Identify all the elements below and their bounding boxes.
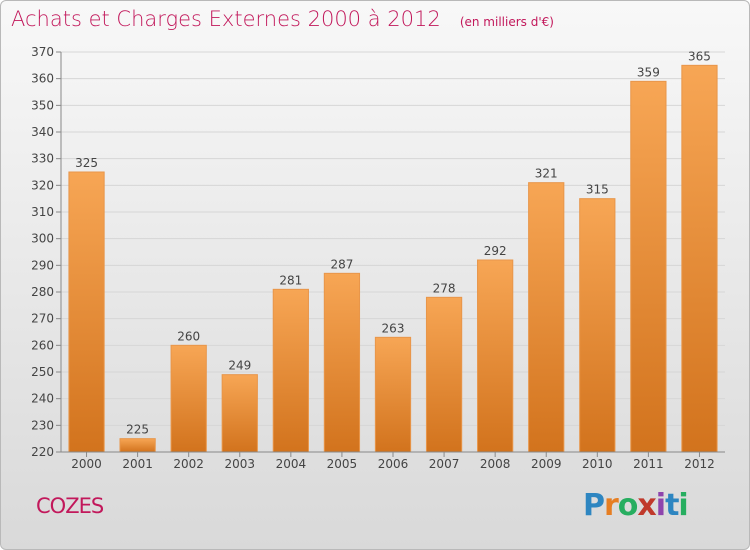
- data-label-2000: 325: [75, 156, 98, 170]
- x-tick-label-2009: 2009: [531, 457, 562, 471]
- data-label-2012: 365: [688, 49, 711, 63]
- y-tick-label: 350: [31, 98, 54, 112]
- y-tick-label: 220: [31, 445, 54, 459]
- y-tick-label: 280: [31, 285, 54, 299]
- x-tick-label-2002: 2002: [173, 457, 204, 471]
- x-tick-label-2010: 2010: [582, 457, 613, 471]
- y-tick-label: 270: [31, 312, 54, 326]
- x-tick-label-2008: 2008: [480, 457, 511, 471]
- data-label-2004: 281: [279, 273, 302, 287]
- bar-2000[interactable]: [68, 171, 105, 453]
- y-tick-label: 370: [31, 45, 54, 59]
- x-tick-label-2006: 2006: [378, 457, 409, 471]
- data-label-2009: 321: [535, 167, 558, 181]
- bar-2006[interactable]: [374, 336, 412, 453]
- bar-2010[interactable]: [579, 198, 616, 453]
- data-label-2001: 225: [126, 423, 149, 437]
- y-tick-label: 360: [31, 72, 54, 86]
- bar-2009[interactable]: [528, 182, 565, 453]
- x-tick-label-2012: 2012: [684, 457, 715, 471]
- y-tick-label: 250: [31, 365, 54, 379]
- bar-2001[interactable]: [119, 438, 156, 453]
- bar-2002[interactable]: [170, 344, 207, 453]
- bar-2005[interactable]: [323, 272, 361, 453]
- logo-letter: i: [655, 488, 666, 523]
- y-tick-label: 300: [31, 232, 54, 246]
- logo-letter: x: [637, 488, 656, 523]
- x-tick-label-2011: 2011: [633, 457, 664, 471]
- data-label-2008: 292: [484, 244, 507, 258]
- bar-2003[interactable]: [221, 374, 258, 453]
- logo-letter: P: [583, 488, 605, 523]
- bar-2007[interactable]: [425, 296, 463, 453]
- bar-2008[interactable]: [477, 259, 514, 453]
- y-tick-label: 230: [31, 418, 54, 432]
- logo-letter: r: [604, 488, 619, 523]
- bar-2011[interactable]: [630, 80, 667, 453]
- data-label-2006: 263: [382, 321, 405, 335]
- x-tick-label-2004: 2004: [276, 457, 307, 471]
- bars: [68, 64, 718, 453]
- x-tick-label-2003: 2003: [224, 457, 255, 471]
- bar-2004[interactable]: [272, 288, 309, 453]
- data-label-2010: 315: [586, 183, 609, 197]
- data-label-2003: 249: [228, 359, 251, 373]
- data-label-2002: 260: [177, 329, 200, 343]
- y-tick-label: 330: [31, 152, 54, 166]
- town-name: COZES: [36, 494, 104, 518]
- logo-letter: t: [665, 488, 679, 523]
- proxiti-logo[interactable]: Proxiti: [583, 488, 689, 523]
- y-tick-label: 260: [31, 338, 54, 352]
- chart-title: Achats et Charges Externes 2000 à 2012: [11, 7, 441, 31]
- bar-2012[interactable]: [681, 64, 718, 453]
- title-row: Achats et Charges Externes 2000 à 2012 (…: [11, 7, 554, 31]
- data-label-2011: 359: [637, 65, 660, 79]
- y-tick-label: 320: [31, 178, 54, 192]
- x-tick-label-2001: 2001: [122, 457, 153, 471]
- logo-letter: i: [678, 488, 688, 523]
- y-tick-label: 310: [31, 205, 54, 219]
- y-tick-label: 240: [31, 392, 54, 406]
- y-tick-label: 340: [31, 125, 54, 139]
- data-labels: 325 225 260 249 281 287 263 278 292 321 315 359 365: [75, 49, 711, 436]
- x-tick-label-2007: 2007: [429, 457, 460, 471]
- data-label-2005: 287: [330, 257, 353, 271]
- data-label-2007: 278: [433, 281, 456, 295]
- y-tick-label: 290: [31, 258, 54, 272]
- logo-letter: o: [617, 488, 639, 523]
- axes: 220 230 240 250 260 270 280 290 300 310 320 330 340 3…: [31, 45, 725, 471]
- x-tick-label-2005: 2005: [327, 457, 358, 471]
- chart-subtitle: (en milliers d'€): [459, 15, 554, 29]
- x-tick-label-2000: 2000: [71, 457, 102, 471]
